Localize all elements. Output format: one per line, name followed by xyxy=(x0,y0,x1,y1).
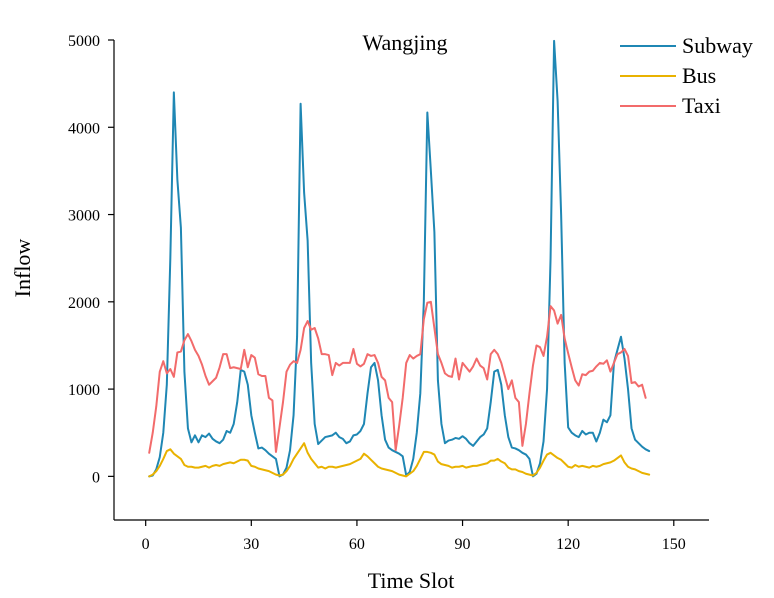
x-tick-label: 0 xyxy=(142,536,150,553)
axes: 0 30 60 90 120 150 0 1000 2000 3000 4000 5000 xyxy=(68,33,709,553)
y-tick-label: 2000 xyxy=(68,295,100,312)
y-axis-title: Inflow xyxy=(10,239,35,298)
series-line-taxi xyxy=(148,300,647,454)
series-line-subway xyxy=(148,39,651,478)
x-tick-label: 150 xyxy=(662,536,686,553)
legend-label-subway: Subway xyxy=(682,33,753,58)
x-tick-label: 60 xyxy=(349,536,365,553)
x-tick-label: 120 xyxy=(556,536,580,553)
legend-label-bus: Bus xyxy=(682,63,716,88)
x-tick-label: 90 xyxy=(455,536,471,553)
series-lines xyxy=(148,39,651,478)
y-tick-label: 0 xyxy=(92,469,100,486)
y-tick-label: 5000 xyxy=(68,33,100,50)
y-tick-label: 4000 xyxy=(68,120,100,137)
legend: Subway Bus Taxi xyxy=(620,33,753,118)
y-tick-label: 1000 xyxy=(68,382,100,399)
chart-title: Wangjing xyxy=(363,30,448,55)
legend-label-taxi: Taxi xyxy=(682,93,721,118)
y-tick-label: 3000 xyxy=(68,208,100,225)
x-axis-title: Time Slot xyxy=(368,568,455,593)
series-line-bus xyxy=(148,442,651,478)
x-tick-label: 30 xyxy=(243,536,259,553)
